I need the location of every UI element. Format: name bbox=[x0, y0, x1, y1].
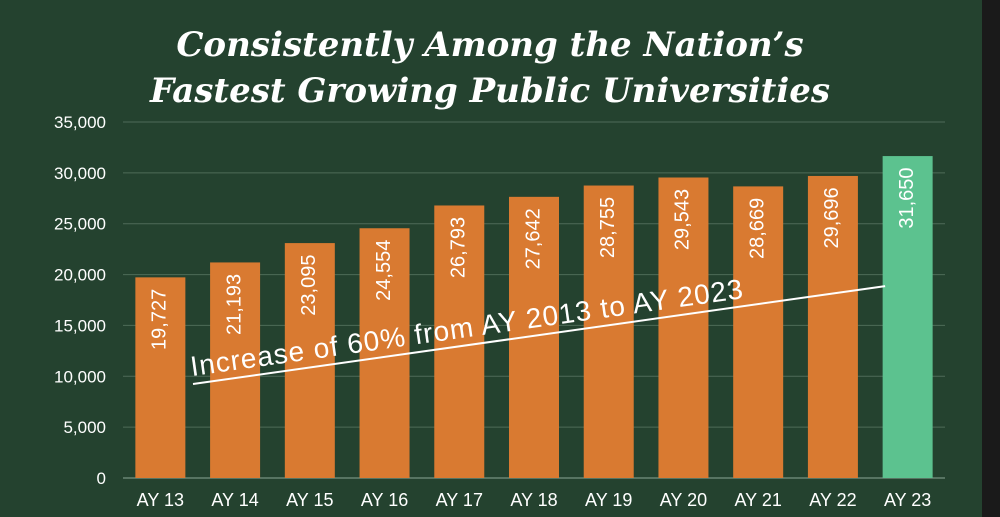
value-label: 31,650 bbox=[896, 167, 918, 228]
value-label: 19,727 bbox=[149, 289, 171, 350]
y-tick-label: 35,000 bbox=[54, 113, 106, 132]
value-labels: 19,727 21,193 23,095 24,554 26,793 27,642 28,7… bbox=[149, 167, 918, 349]
x-category-label: AY 22 bbox=[809, 490, 856, 510]
y-tick-label: 15,000 bbox=[54, 316, 106, 335]
x-category-label: AY 14 bbox=[211, 490, 258, 510]
value-label: 26,793 bbox=[448, 217, 470, 278]
bar-ay-15 bbox=[284, 243, 335, 478]
bar-ay-22 bbox=[807, 175, 858, 478]
value-label: 28,755 bbox=[597, 197, 619, 258]
bars bbox=[135, 156, 933, 478]
annotation-underline bbox=[192, 285, 886, 385]
y-tick-label: 5,000 bbox=[63, 418, 106, 437]
x-axis-categories: AY 13 AY 14 AY 15 AY 16 AY 17 AY 18 AY 19 AY 20… bbox=[137, 490, 932, 510]
value-label: 24,554 bbox=[373, 240, 395, 301]
chart-title: Consistently Among the Nation’s Fastest … bbox=[0, 22, 980, 114]
value-label: 28,669 bbox=[746, 198, 768, 259]
y-tick-label: 20,000 bbox=[54, 266, 106, 285]
y-axis-ticks: 0 5,000 10,000 15,000 20,000 25,000 30,000 35,0… bbox=[54, 113, 106, 488]
x-category-label: AY 21 bbox=[734, 490, 781, 510]
x-category-label: AY 19 bbox=[585, 490, 632, 510]
bar-ay-21 bbox=[733, 186, 784, 478]
value-label: 21,193 bbox=[223, 274, 245, 335]
x-category-label: AY 13 bbox=[137, 490, 184, 510]
x-category-label: AY 16 bbox=[361, 490, 408, 510]
value-label: 23,095 bbox=[298, 255, 320, 316]
x-category-label: AY 17 bbox=[436, 490, 483, 510]
y-tick-label: 25,000 bbox=[54, 215, 106, 234]
right-edge-strip bbox=[982, 0, 1000, 517]
y-tick-label: 10,000 bbox=[54, 367, 106, 386]
value-label: 29,696 bbox=[821, 187, 843, 248]
chart-title-line-2: Fastest Growing Public Universities bbox=[149, 71, 831, 111]
bar-ay-13 bbox=[135, 277, 186, 478]
x-category-label: AY 18 bbox=[510, 490, 557, 510]
chart-title-line-1: Consistently Among the Nation’s bbox=[176, 25, 804, 65]
bar-ay-20 bbox=[658, 177, 709, 478]
bar-ay-19 bbox=[583, 185, 634, 478]
y-tick-label: 0 bbox=[97, 469, 106, 488]
value-label: 29,543 bbox=[672, 189, 694, 250]
x-category-label: AY 15 bbox=[286, 490, 333, 510]
bar-ay-16 bbox=[359, 228, 410, 478]
bar-ay-17 bbox=[434, 205, 485, 478]
bar-ay-23 bbox=[882, 156, 933, 478]
y-tick-label: 30,000 bbox=[54, 164, 106, 183]
x-category-label: AY 23 bbox=[884, 490, 931, 510]
value-label: 27,642 bbox=[522, 208, 544, 269]
x-category-label: AY 20 bbox=[660, 490, 707, 510]
bar-ay-14 bbox=[210, 262, 261, 478]
